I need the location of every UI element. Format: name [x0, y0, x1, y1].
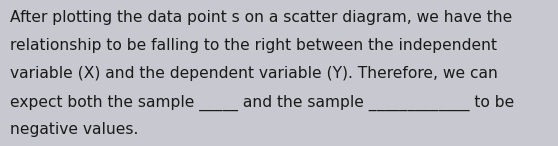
Text: variable (X) and the dependent variable (Y). Therefore, we can: variable (X) and the dependent variable …: [10, 66, 498, 81]
Text: After plotting the data point s on a scatter diagram, we have the: After plotting the data point s on a sca…: [10, 10, 512, 25]
Text: expect both the sample _____ and the sample _____________ to be: expect both the sample _____ and the sam…: [10, 94, 514, 111]
Text: negative values.: negative values.: [10, 122, 138, 137]
Text: relationship to be falling to the right between the independent: relationship to be falling to the right …: [10, 38, 497, 53]
